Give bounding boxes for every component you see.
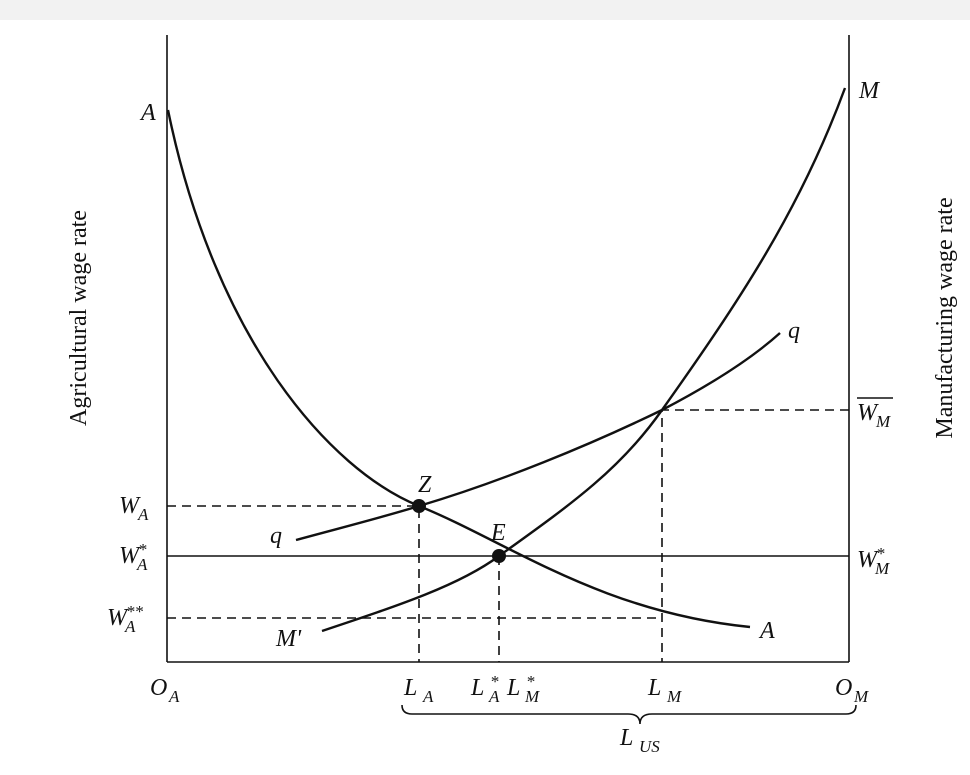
math-label: W** A	[107, 602, 144, 636]
math-label: L * M	[506, 672, 540, 706]
brace	[401, 704, 857, 725]
label-e: E	[490, 520, 506, 546]
left-axis-title: Agricultural wage rate	[66, 210, 92, 426]
label-letter: W	[857, 400, 879, 426]
label-letter: W	[857, 547, 879, 573]
label-q-left: q	[270, 523, 282, 549]
math-label: W* A	[119, 540, 148, 574]
label-sub: A	[137, 505, 149, 524]
label-letter: O	[150, 675, 167, 701]
label-letter: W	[119, 493, 141, 519]
curve-mm	[321, 87, 847, 633]
label-m-bottom: M'	[275, 626, 302, 652]
math-label: L * A	[470, 672, 500, 706]
guide-w-a	[167, 505, 420, 662]
label-letter: L	[619, 725, 633, 751]
top-band	[0, 0, 970, 20]
label-sub: M	[874, 559, 890, 578]
label-sub: US	[639, 737, 660, 756]
label-sup: **	[126, 602, 144, 621]
label-letter: W	[119, 543, 141, 569]
curve-aa	[166, 109, 751, 629]
math-label: WA	[119, 493, 149, 524]
label-sup: *	[526, 672, 535, 691]
label-sub: A	[168, 687, 180, 706]
label-sub: A	[124, 617, 136, 636]
label-letter: L	[647, 675, 661, 701]
label-sub: A	[488, 687, 500, 706]
curve-qq	[295, 332, 781, 542]
math-label: OM	[835, 675, 869, 706]
label-sup: *	[490, 672, 499, 691]
math-label: L US	[619, 725, 660, 756]
label-sub: A	[136, 555, 148, 574]
label-letter: L	[470, 675, 484, 701]
label-m-top: M	[858, 78, 881, 104]
label-sub: M	[875, 412, 891, 431]
point-e	[492, 549, 506, 563]
math-label: W* M	[857, 544, 890, 578]
point-z	[412, 499, 426, 513]
label-sub: M	[853, 687, 869, 706]
right-axis-title: Manufacturing wage rate	[932, 197, 958, 438]
label-sup: *	[876, 544, 885, 563]
label-letter: O	[835, 675, 852, 701]
label-sup: *	[138, 540, 147, 559]
label-letter: L	[506, 675, 520, 701]
label-letter: W	[107, 605, 129, 631]
math-label: WM	[857, 400, 891, 431]
label-a-bottom: A	[758, 618, 775, 644]
label-sub: M	[524, 687, 540, 706]
label-q-right: q	[788, 318, 800, 344]
guide-w-m-bar	[661, 409, 849, 662]
label-z: Z	[418, 472, 432, 498]
math-label: OA	[150, 675, 180, 706]
label-letter: L	[403, 675, 417, 701]
label-sub: M	[666, 687, 682, 706]
label-a-top: A	[139, 100, 156, 126]
label-sub: A	[422, 687, 434, 706]
